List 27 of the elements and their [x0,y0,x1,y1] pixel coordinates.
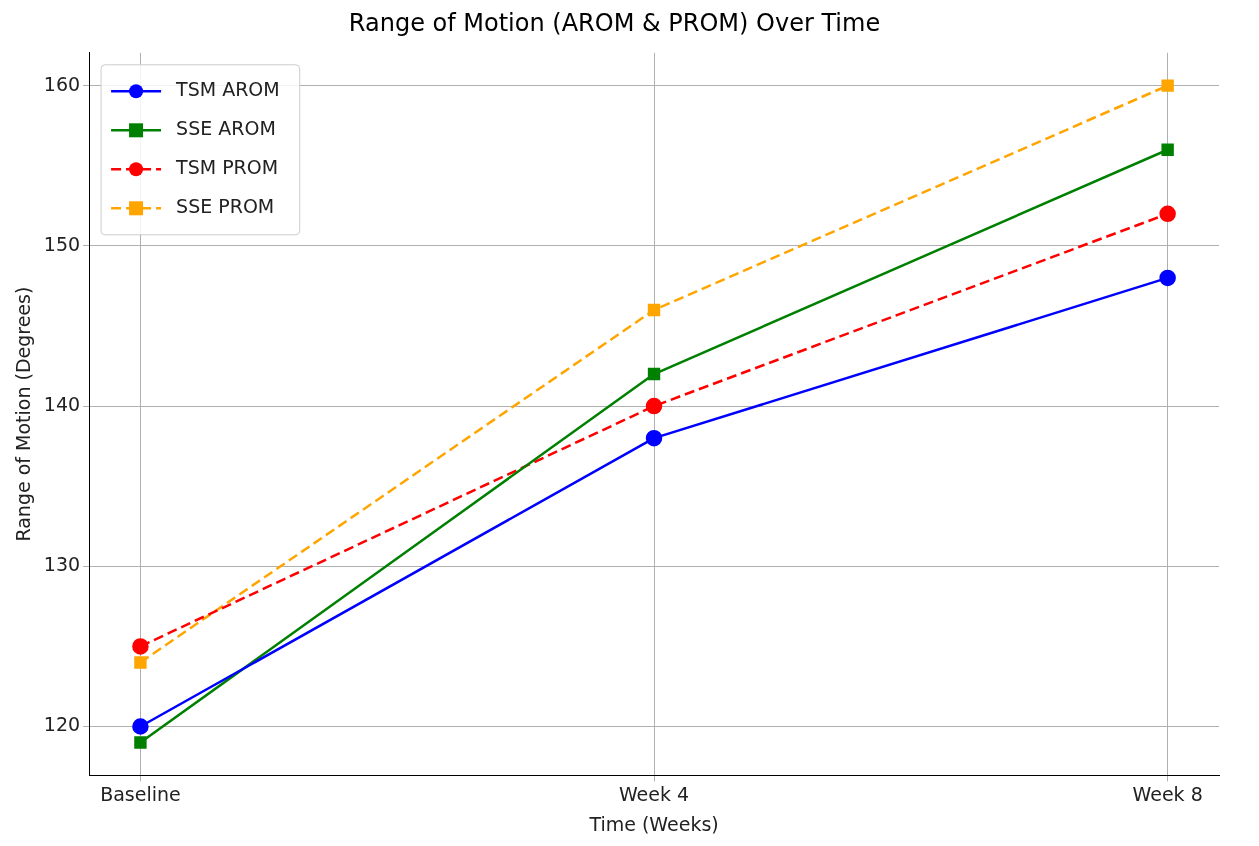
x-tick-label: Week 8 [1132,782,1203,805]
chart-title: Range of Motion (AROM & PROM) Over Time [348,8,881,37]
y-tick-label: 130 [43,553,81,576]
legend-label: SSE AROM [176,117,276,140]
x-tick-label: Baseline [100,782,181,805]
point [645,429,663,447]
x-tick-label: Week 4 [618,782,690,805]
legend-label: SSE PROM [176,195,275,218]
point [647,367,661,381]
y-axis-title: Range of Motion (Degrees) [12,286,35,542]
legend-label: TSM AROM [175,78,280,101]
point [645,397,663,415]
y-tick-label: 120 [43,713,81,736]
y-tick-label: 150 [43,232,81,255]
point [1161,79,1174,92]
point [134,656,147,669]
x-axis-title: Time (Weeks) [588,812,719,835]
point [134,736,147,749]
point [1159,269,1176,287]
point [1159,205,1176,223]
point [132,638,149,655]
y-tick-label: 140 [43,393,81,416]
point [647,303,661,317]
point [1161,143,1174,156]
legend-label: TSM PROM [175,156,279,179]
y-tick-label: 160 [43,72,81,95]
point [132,718,149,735]
